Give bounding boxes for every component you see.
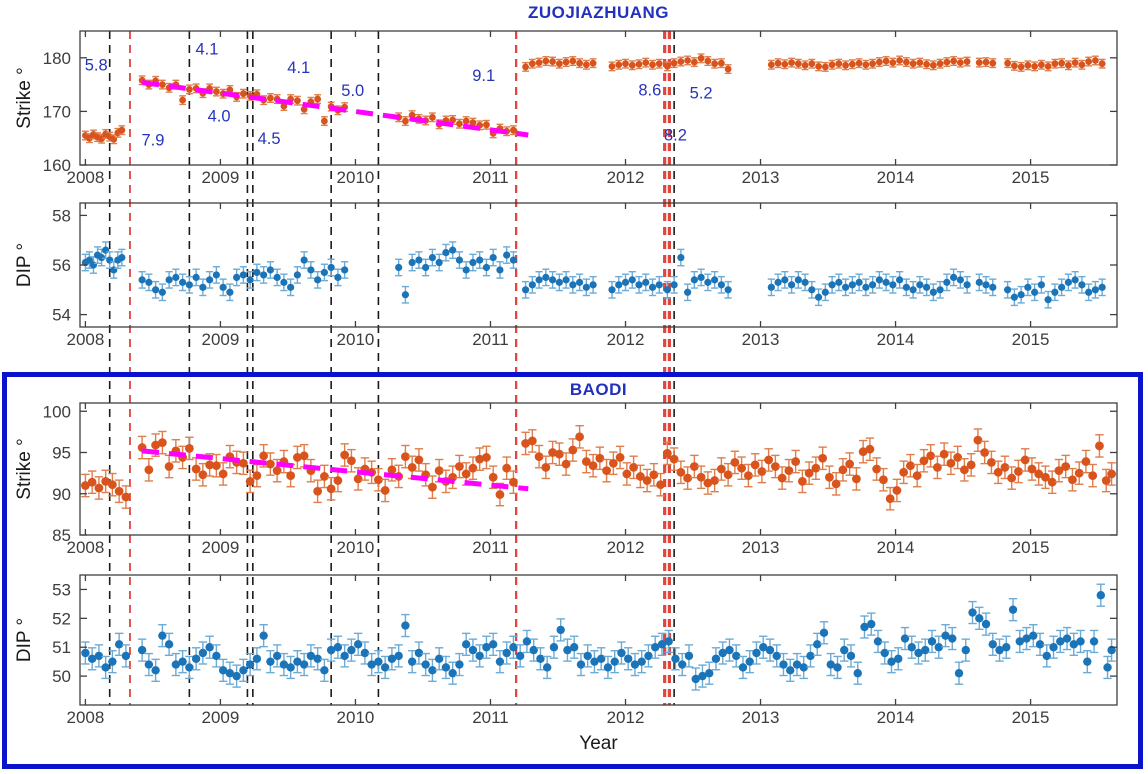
y-tick-label: 53 <box>52 580 71 599</box>
x-tick-label: 2008 <box>66 330 104 349</box>
x-tick-label: 2012 <box>607 168 645 187</box>
panel-baodi-dip: 2008 2009 2010 2011 2012 2013 2014 2015 50 51 52 53… <box>14 574 1118 727</box>
series-points-baodi-strike <box>81 424 1116 511</box>
x-tick-label: 2012 <box>607 538 645 557</box>
y-tick-label: 160 <box>43 156 71 175</box>
x-tick-label: 2011 <box>472 330 509 349</box>
event-magnitude-label-M5.2: 5.2 <box>690 85 713 103</box>
x-tick-label: 2011 <box>472 708 509 727</box>
x-tick-label: 2012 <box>607 330 645 349</box>
y-axis-label-zuojiazhuang-dip: DIP ° <box>14 243 35 287</box>
x-tick-label: 2009 <box>202 168 240 187</box>
trend-line-zuojiazhuang-strike <box>141 79 529 138</box>
y-axis-label-baodi-strike: Strike ° <box>14 438 35 499</box>
panel-zuojiazhuang-dip: 2008 2009 2010 2011 2012 2013 2014 2015 54 56 58 DI… <box>14 202 1118 349</box>
y-tick-label: 100 <box>43 402 71 421</box>
x-tick-label: 2014 <box>877 168 915 187</box>
x-tick-label: 2015 <box>1012 708 1050 727</box>
event-magnitude-label-M4.0: 4.0 <box>208 108 231 126</box>
x-tick-label: 2013 <box>742 538 780 557</box>
x-tick-label: 2010 <box>337 330 375 349</box>
y-tick-label: 90 <box>52 485 71 504</box>
station-title-zuojiazhuang: ZUOJIAZHUANG <box>527 3 670 22</box>
panel-zuojiazhuang-strike: 2008 2009 2010 2011 2012 2013 2014 2015 160 170 18… <box>14 30 1118 187</box>
x-tick-label: 2013 <box>742 330 780 349</box>
station-title-baodi: BAODI <box>569 380 628 399</box>
x-tick-label: 2015 <box>1012 168 1050 187</box>
x-tick-label: 2008 <box>66 168 104 187</box>
y-tick-label: 180 <box>43 49 71 68</box>
x-tick-label: 2015 <box>1012 330 1050 349</box>
y-tick-label: 50 <box>52 667 71 686</box>
y-tick-label: 56 <box>52 256 71 275</box>
x-tick-label: 2013 <box>742 168 780 187</box>
x-tick-label: 2009 <box>202 538 240 557</box>
event-magnitude-label-M8.2: 8.2 <box>664 126 687 144</box>
y-axis-label-baodi-dip: DIP ° <box>14 618 35 662</box>
y-tick-label: 52 <box>52 609 71 628</box>
event-magnitude-label-M8.6: 8.6 <box>638 81 661 99</box>
x-tick-label: 2014 <box>877 708 915 727</box>
trend-line-baodi-strike <box>141 448 529 492</box>
x-tick-label: 2015 <box>1012 538 1050 557</box>
y-tick-label: 54 <box>52 306 71 325</box>
event-magnitude-label-M5.0: 5.0 <box>341 82 364 100</box>
x-tick-label: 2009 <box>202 708 240 727</box>
x-tick-label: 2011 <box>472 168 509 187</box>
axes-box-baodi-dip <box>79 574 1118 706</box>
x-tick-label: 2010 <box>337 708 375 727</box>
y-tick-label: 85 <box>52 526 71 545</box>
x-tick-label: 2010 <box>337 538 375 557</box>
x-tick-label: 2008 <box>66 708 104 727</box>
x-tick-label: 2010 <box>337 168 375 187</box>
x-tick-label: 2013 <box>742 708 780 727</box>
axes-box-zuojiazhuang-strike <box>79 30 1118 166</box>
axes-box-zuojiazhuang-dip <box>79 202 1118 328</box>
axes-box-baodi-strike <box>79 402 1118 536</box>
x-axis-label: Year <box>579 733 618 754</box>
event-lines-layer <box>108 31 675 705</box>
y-tick-label: 95 <box>52 444 71 463</box>
event-magnitude-label-M4.1: 4.1 <box>195 41 218 59</box>
event-magnitude-label-M4.1: 4.1 <box>287 59 310 77</box>
series-points-zuojiazhuang-strike <box>82 53 1106 145</box>
y-tick-label: 170 <box>43 102 71 121</box>
y-axis-label-zuojiazhuang-strike: Strike ° <box>14 67 35 128</box>
x-tick-label: 2011 <box>472 538 509 557</box>
series-points-baodi-dip <box>81 583 1116 691</box>
y-tick-label: 51 <box>52 638 71 657</box>
series-points-zuojiazhuang-dip <box>81 241 1106 309</box>
event-magnitude-label-M9.1: 9.1 <box>472 67 495 85</box>
event-magnitude-label-M7.9: 7.9 <box>141 132 164 150</box>
panel-baodi-strike: 2008 2009 2010 2011 2012 2013 2014 2015 85 90 95 10… <box>14 402 1118 557</box>
event-magnitude-label-M4.5: 4.5 <box>258 130 281 148</box>
x-tick-label: 2012 <box>607 708 645 727</box>
y-tick-label: 58 <box>52 206 71 225</box>
x-tick-label: 2008 <box>66 538 104 557</box>
x-tick-label: 2014 <box>877 330 915 349</box>
x-tick-label: 2009 <box>202 330 240 349</box>
x-tick-label: 2014 <box>877 538 915 557</box>
event-magnitude-labels: 5.8 7.9 4.1 4.0 4.5 4.1 5.0 9.1 8.6 8.2 5.2 <box>85 41 713 150</box>
event-magnitude-label-M5.8: 5.8 <box>85 57 108 75</box>
